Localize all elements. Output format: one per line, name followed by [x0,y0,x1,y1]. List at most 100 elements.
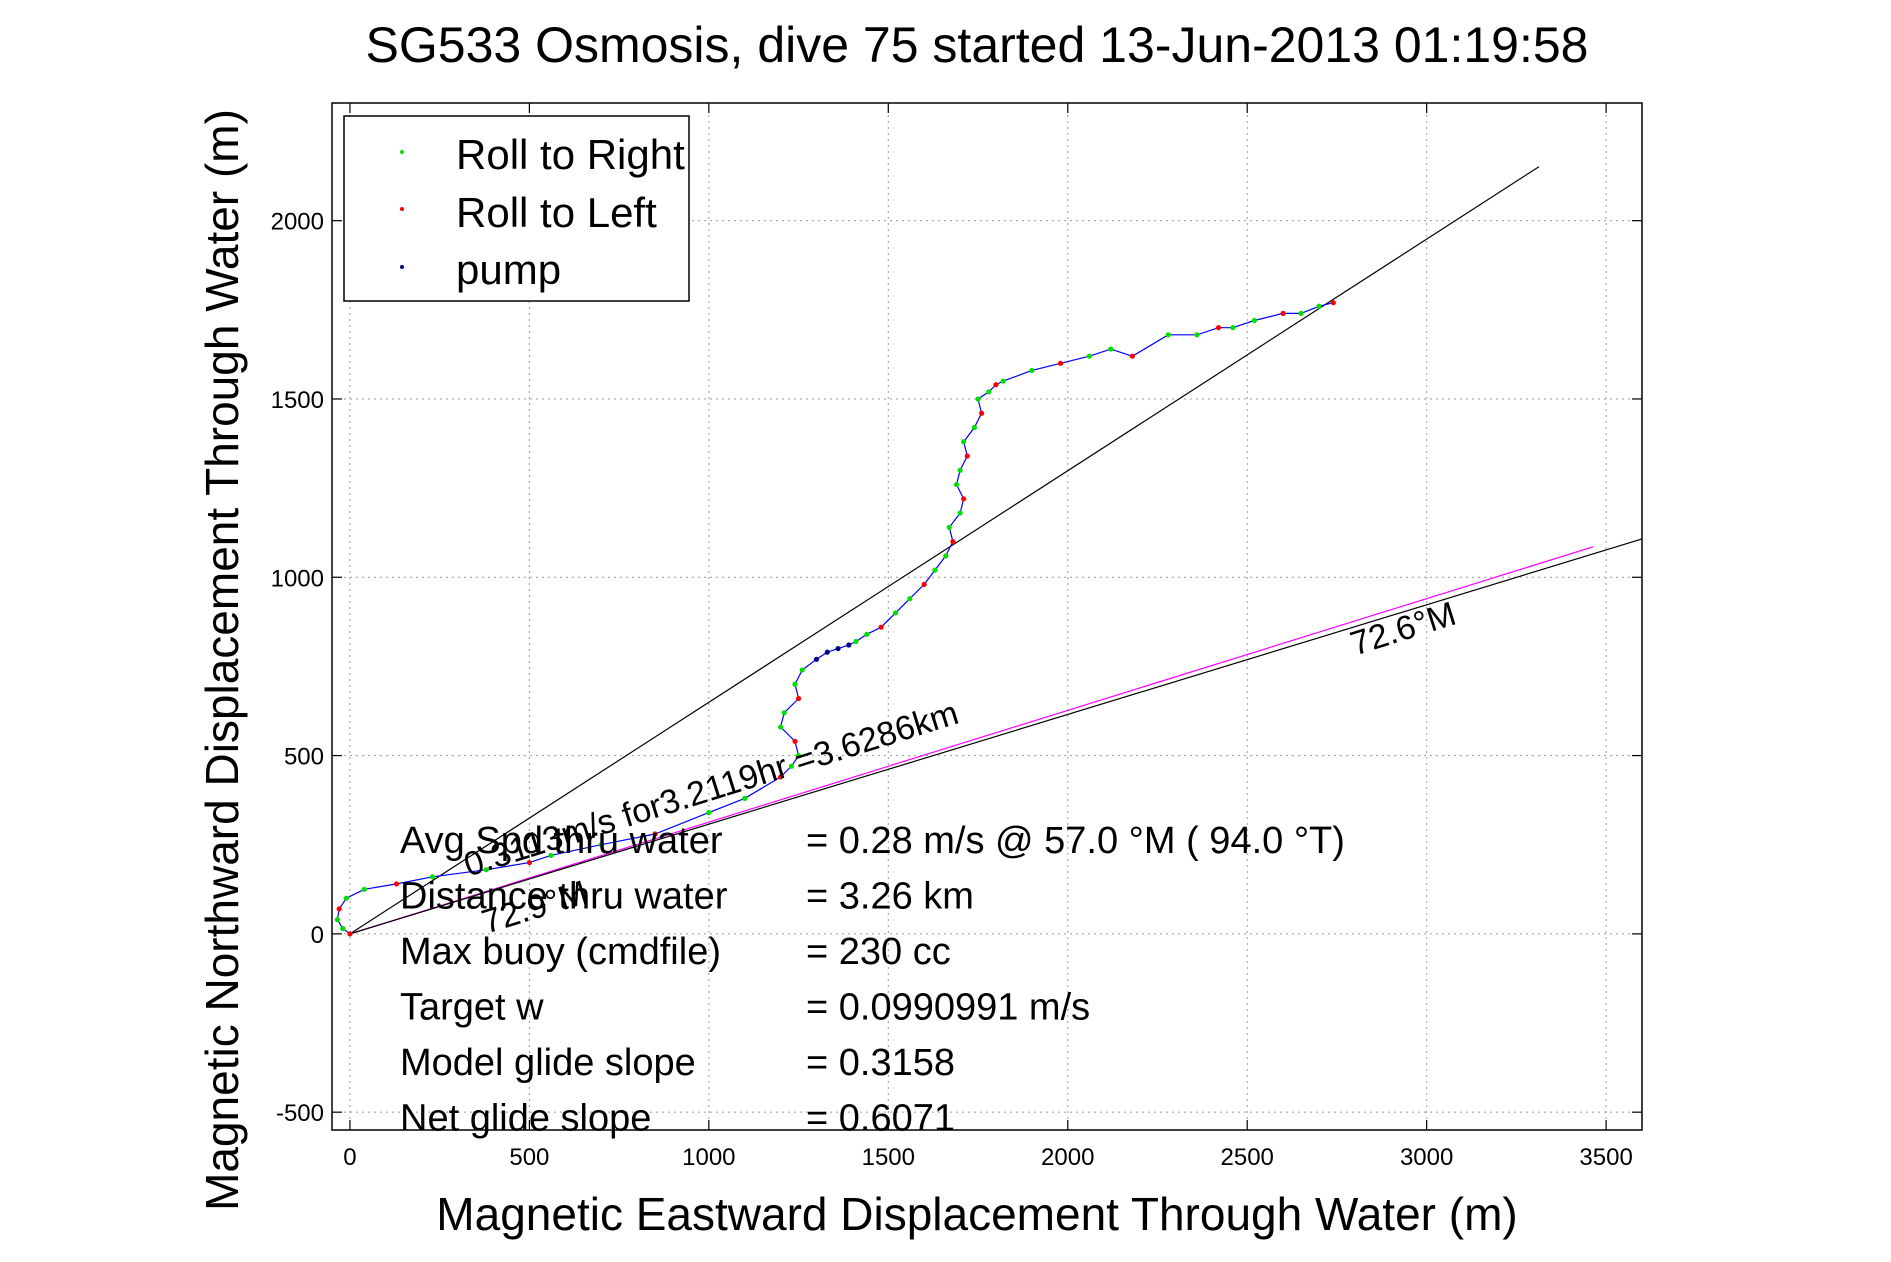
track-point [347,931,353,937]
track-point [892,610,899,616]
y-tick-label: 500 [284,744,324,771]
track-point [853,638,859,645]
legend: Roll to Right Roll to Left pump [343,115,690,302]
track-point [1215,325,1222,331]
track-point [961,439,967,445]
y-tick-label: -500 [276,1100,324,1127]
track-point [957,510,963,516]
track-point [1057,360,1064,366]
y-tick-label: 1500 [271,387,324,414]
stat-label: Avg Spd thru water [400,820,723,862]
track-point [1251,317,1257,324]
stat-label: Net glide slope [400,1098,651,1140]
track-point [334,917,340,923]
track-point [946,524,952,530]
stat-value: = 0.28 m/s @ 57.0 °M ( 94.0 °T) [806,820,1345,862]
track-point [1316,303,1322,309]
track-point [792,681,798,687]
x-tick-label: 500 [509,1144,549,1171]
track-point [778,724,784,730]
y-tick-label: 1000 [271,565,324,592]
y-tick-label: 0 [311,922,324,949]
track-point [961,496,967,502]
x-tick-label: 0 [343,1144,356,1171]
track-point [1280,310,1286,316]
track-point [778,774,784,780]
track-point [1194,332,1200,338]
track-point [864,631,870,637]
track-point [742,795,748,801]
track-point [652,831,658,837]
track-point [993,382,999,388]
track-line [336,302,1334,935]
track-point [429,874,436,880]
track-point [1108,346,1114,352]
x-tick-label: 2500 [1221,1144,1274,1171]
legend-label-pump: pump [456,246,561,293]
track-point [979,410,985,416]
stat-value: = 0.3158 [806,1042,955,1084]
legend-marker-roll-left [400,207,404,211]
axis-ticks: 0 500 1000 1500 2000 2500 3000 3500 -500 0 500 1000… [271,103,1642,1171]
chart-title: SG533 Osmosis, dive 75 started 13-Jun-20… [366,17,1589,73]
track-point [548,852,554,859]
track-point [781,710,787,716]
stat-value: = 230 cc [806,931,951,973]
track-point [1330,300,1336,306]
stat-value: = 0.0990991 m/s [806,987,1090,1029]
legend-label-roll-right: Roll to Right [456,131,685,178]
y-axis-label: Magnetic Northward Displacement Through … [196,109,248,1211]
legend-item-roll-right: Roll to Right [400,131,685,178]
track-point [975,396,981,402]
stat-label: Model glide slope [400,1042,696,1084]
track-point [953,481,960,488]
stat-label: Target w [400,987,544,1029]
track-point [1230,325,1236,331]
track-point [394,881,400,887]
track-point [340,925,346,932]
x-tick-label: 1500 [862,1144,915,1171]
track-point [878,624,884,630]
track-point [706,810,712,816]
reference-lines [349,166,1643,935]
track-point [598,842,604,848]
track-point [846,642,852,648]
track-point [932,567,938,573]
x-tick-label: 3000 [1400,1144,1453,1171]
track-point [835,645,841,652]
x-tick-label: 3500 [1579,1144,1632,1171]
track-point [950,539,956,545]
x-axis-label: Magnetic Eastward Displacement Through W… [436,1188,1517,1240]
plot-area [331,102,1643,1131]
reference-line [349,538,1643,935]
track-point [483,867,489,873]
track-point [526,859,532,866]
track-point [361,886,367,892]
track-point [921,581,927,588]
dive-track [334,300,1336,937]
legend-item-pump: pump [400,246,561,293]
legend-marker-pump [400,265,404,269]
track-point [336,906,342,912]
track-point [788,763,794,769]
reference-line [349,166,1540,935]
track-point [1000,378,1006,384]
track-point [1129,353,1135,359]
track-point [1029,367,1035,374]
track-point [343,895,349,901]
grid [332,103,1642,1130]
y-tick-label: 2000 [271,209,324,236]
track-point [907,596,913,602]
track-point [795,752,802,759]
track-point [1165,332,1171,338]
track-point [943,553,949,559]
stat-label: Distance thru water [400,876,728,918]
stat-label: Max buoy (cmdfile) [400,931,721,973]
track-point [799,667,805,673]
x-tick-label: 2000 [1041,1144,1094,1171]
legend-item-roll-left: Roll to Left [400,189,657,236]
track-point [792,738,798,744]
stat-value: = 0.6071 [806,1098,955,1140]
